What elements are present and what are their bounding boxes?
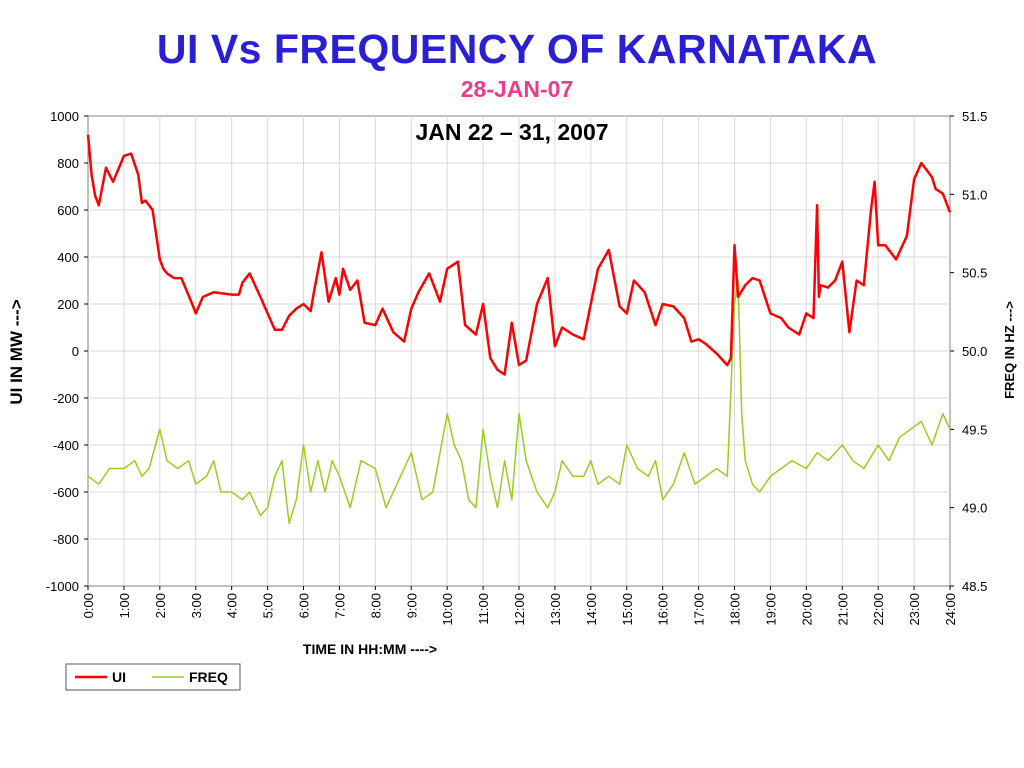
- left-tick-label: 400: [57, 250, 79, 265]
- right-tick-label: 48.5: [962, 579, 987, 594]
- x-axis-label: TIME IN HH:MM ---->: [303, 641, 437, 657]
- left-tick-label: -200: [53, 391, 79, 406]
- x-tick-label: 9:00: [404, 593, 419, 618]
- right-axis-label: FREQ IN HZ --->: [1002, 301, 1017, 399]
- left-tick-label: 800: [57, 156, 79, 171]
- x-tick-label: 15:00: [620, 593, 635, 626]
- right-tick-label: 49.0: [962, 501, 987, 516]
- x-tick-label: 14:00: [584, 593, 599, 626]
- x-tick-label: 7:00: [332, 593, 347, 618]
- x-tick-label: 10:00: [440, 593, 455, 626]
- right-tick-label: 50.5: [962, 266, 987, 281]
- x-tick-label: 4:00: [225, 593, 240, 618]
- x-tick-label: 12:00: [512, 593, 527, 626]
- left-tick-label: -800: [53, 532, 79, 547]
- x-tick-label: 16:00: [656, 593, 671, 626]
- x-tick-label: 2:00: [153, 593, 168, 618]
- x-tick-label: 17:00: [692, 593, 707, 626]
- right-tick-label: 50.0: [962, 344, 987, 359]
- x-tick-label: 11:00: [476, 593, 491, 625]
- left-tick-label: 600: [57, 203, 79, 218]
- x-tick-label: 6:00: [297, 593, 312, 618]
- x-tick-label: 23:00: [907, 593, 922, 626]
- left-tick-label: 1000: [50, 109, 79, 124]
- x-tick-label: 3:00: [189, 593, 204, 618]
- x-tick-label: 24:00: [943, 593, 958, 626]
- x-tick-label: 1:00: [117, 593, 132, 618]
- left-axis-ticks: 1000 800 600 400 200 0 -200 -400 -600 -800 -1000: [46, 109, 88, 594]
- x-axis-ticks: 0:00 1:00 2:00 3:00 4:00 5:00 6:00 7:00 8:00 9:00…: [81, 586, 958, 626]
- left-axis-label: UI IN MW --->: [7, 299, 26, 404]
- right-axis-ticks: 51.5 51.0 50.5 50.0 49.5 49.0 48.5: [950, 109, 987, 594]
- left-tick-label: -1000: [46, 579, 79, 594]
- x-tick-label: 22:00: [871, 593, 886, 626]
- x-tick-label: 8:00: [368, 593, 383, 618]
- x-tick-label: 13:00: [548, 593, 563, 626]
- legend-label-ui: UI: [112, 669, 126, 685]
- gridlines: [88, 116, 950, 586]
- slide-title: UI Vs FREQUENCY OF KARNATAKA: [156, 26, 878, 72]
- x-tick-label: 0:00: [81, 593, 96, 618]
- series-lines: [86, 134, 952, 525]
- right-tick-label: 49.5: [962, 422, 987, 437]
- slide-subtitle: 28-JAN-07: [460, 76, 574, 102]
- series-line-ui: [86, 134, 952, 376]
- legend: UI FREQ: [65, 663, 241, 691]
- left-tick-label: 0: [72, 344, 79, 359]
- legend-label-freq: FREQ: [189, 669, 228, 685]
- series-line-freq: [87, 279, 951, 525]
- x-tick-label: 5:00: [261, 593, 276, 618]
- x-tick-label: 19:00: [763, 593, 778, 626]
- chart-title: JAN 22 – 31, 2007: [415, 119, 608, 145]
- right-tick-label: 51.0: [962, 187, 987, 202]
- x-tick-label: 18:00: [728, 593, 743, 626]
- right-tick-label: 51.5: [962, 109, 987, 124]
- left-tick-label: -400: [53, 438, 79, 453]
- left-tick-label: 200: [57, 297, 79, 312]
- x-tick-label: 21:00: [835, 593, 850, 626]
- x-tick-label: 20:00: [799, 593, 814, 626]
- left-tick-label: -600: [53, 485, 79, 500]
